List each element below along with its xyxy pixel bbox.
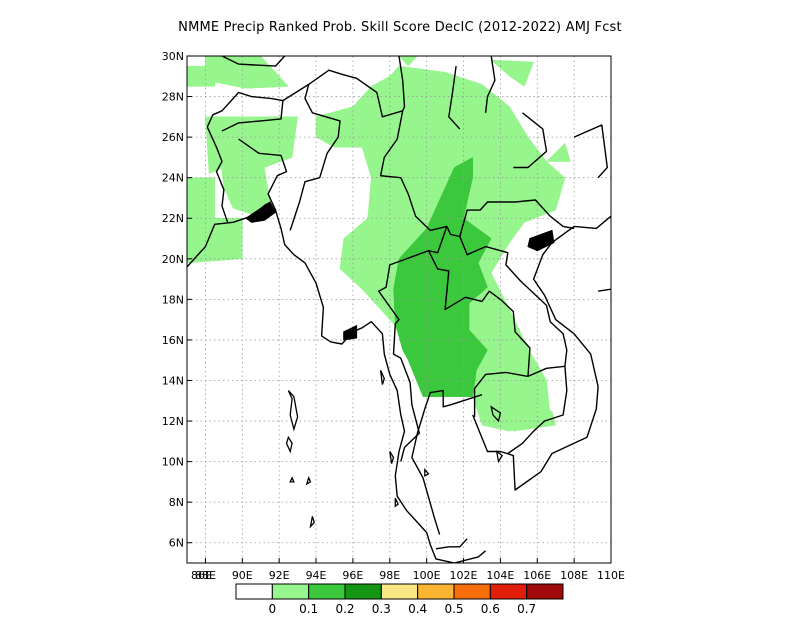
island-8: [379, 370, 385, 385]
island-6: [495, 450, 504, 464]
x-tick-label: 88E: [195, 569, 216, 582]
y-tick-label: 12N: [162, 415, 184, 428]
x-tick-label: 94E: [306, 569, 327, 582]
country-border-0: [206, 91, 284, 132]
skill-region-0-1-6: [490, 59, 534, 87]
x-tick-label: 98E: [379, 569, 400, 582]
x-tick-label: 92E: [269, 569, 290, 582]
legend-swatch-2: [308, 583, 346, 600]
legend-label: 0.4: [408, 602, 427, 616]
dense-coastline-cluster-2: [527, 229, 555, 252]
country-border-13: [398, 56, 406, 112]
skill-region-0-1-0: [205, 56, 289, 89]
y-tick-label: 30N: [162, 50, 184, 63]
legend-swatch-6: [453, 583, 491, 600]
legend-swatch-0: [235, 583, 273, 600]
island-7: [490, 405, 502, 423]
island-4: [289, 476, 295, 483]
island-9: [389, 451, 395, 464]
x-tick-label: 86E: [191, 569, 212, 582]
country-border-1: [206, 126, 229, 223]
country-border-9: [459, 236, 568, 455]
legend-swatch-8: [526, 583, 564, 600]
legend-label: 0.2: [335, 602, 354, 616]
x-tick-label: 102E: [450, 569, 478, 582]
y-tick-label: 18N: [162, 293, 184, 306]
skill-region-0-1-3: [219, 116, 298, 215]
x-tick-label: 106E: [523, 569, 551, 582]
y-tick-label: 24N: [162, 172, 184, 185]
legend-swatch-5: [417, 583, 455, 600]
legend-swatch-4: [380, 583, 419, 600]
coastlines-and-borders: [187, 56, 611, 563]
skill-region-0-1-9: [509, 410, 557, 432]
country-border-7: [378, 226, 448, 462]
legend-swatch-1: [271, 583, 310, 600]
y-tick-label: 28N: [162, 91, 184, 104]
skill-region-0-1-8: [398, 56, 418, 67]
y-tick-label: 26N: [162, 131, 184, 144]
legend-swatch-3: [344, 583, 382, 600]
x-tick-label: 90E: [232, 569, 253, 582]
country-border-12: [435, 538, 468, 550]
legend-label: 0.3: [372, 602, 391, 616]
lat-lon-gridlines: [187, 56, 611, 563]
country-border-2: [238, 138, 288, 211]
x-tick-label: 96E: [342, 569, 363, 582]
legend-label: 0.1: [299, 602, 318, 616]
dense-coastline-cluster-1: [343, 324, 358, 341]
legend-label: 0.7: [517, 602, 536, 616]
coastline-1: [411, 389, 483, 535]
y-tick-label: 22N: [162, 212, 184, 225]
island-2: [305, 475, 312, 486]
country-border-4: [289, 84, 341, 231]
y-tick-label: 16N: [162, 334, 184, 347]
x-tick-label: 104E: [486, 569, 514, 582]
y-tick-label: 10N: [162, 456, 184, 469]
skill-region-0-1-7: [545, 142, 571, 162]
country-border-6: [446, 199, 575, 238]
island-0: [287, 390, 299, 432]
country-border-15: [448, 66, 461, 130]
coastline-3: [597, 288, 611, 292]
country-border-14: [484, 56, 496, 113]
y-tick-label: 14N: [162, 374, 184, 387]
country-border-5: [376, 92, 448, 232]
legend-label: 0.6: [481, 602, 500, 616]
y-tick-label: 20N: [162, 253, 184, 266]
island-10: [424, 468, 430, 477]
country-border-17: [573, 124, 608, 179]
skill-region-0-2-10: [393, 156, 492, 397]
island-1: [285, 435, 293, 454]
dense-coastline-cluster-0: [245, 201, 277, 223]
y-tick-label: 8N: [169, 496, 184, 509]
skill-region-0-1-1: [187, 65, 215, 87]
map-title: NMME Precip Ranked Prob. Skill Score Dec…: [178, 20, 622, 35]
country-border-3: [282, 69, 378, 102]
legend-swatch-7: [489, 583, 528, 600]
country-border-8: [427, 250, 531, 377]
plot-frame: [186, 55, 612, 564]
legend-label: 0: [269, 602, 277, 616]
island-3: [309, 516, 315, 529]
legend-label: 0.5: [444, 602, 463, 616]
country-border-11: [527, 365, 565, 378]
country-border-10: [473, 371, 529, 417]
x-tick-label: 110E: [597, 569, 625, 582]
x-tick-label: 100E: [413, 569, 441, 582]
x-tick-label: 108E: [560, 569, 588, 582]
country-border-18: [221, 56, 286, 67]
y-tick-label: 6N: [169, 537, 184, 550]
color-legend: 0 0.1 0.2 0.3 0.4 0.5 0.6 0.7: [235, 583, 564, 616]
island-5: [394, 497, 399, 508]
skill-regions: [187, 56, 571, 432]
country-border-16: [513, 112, 548, 169]
